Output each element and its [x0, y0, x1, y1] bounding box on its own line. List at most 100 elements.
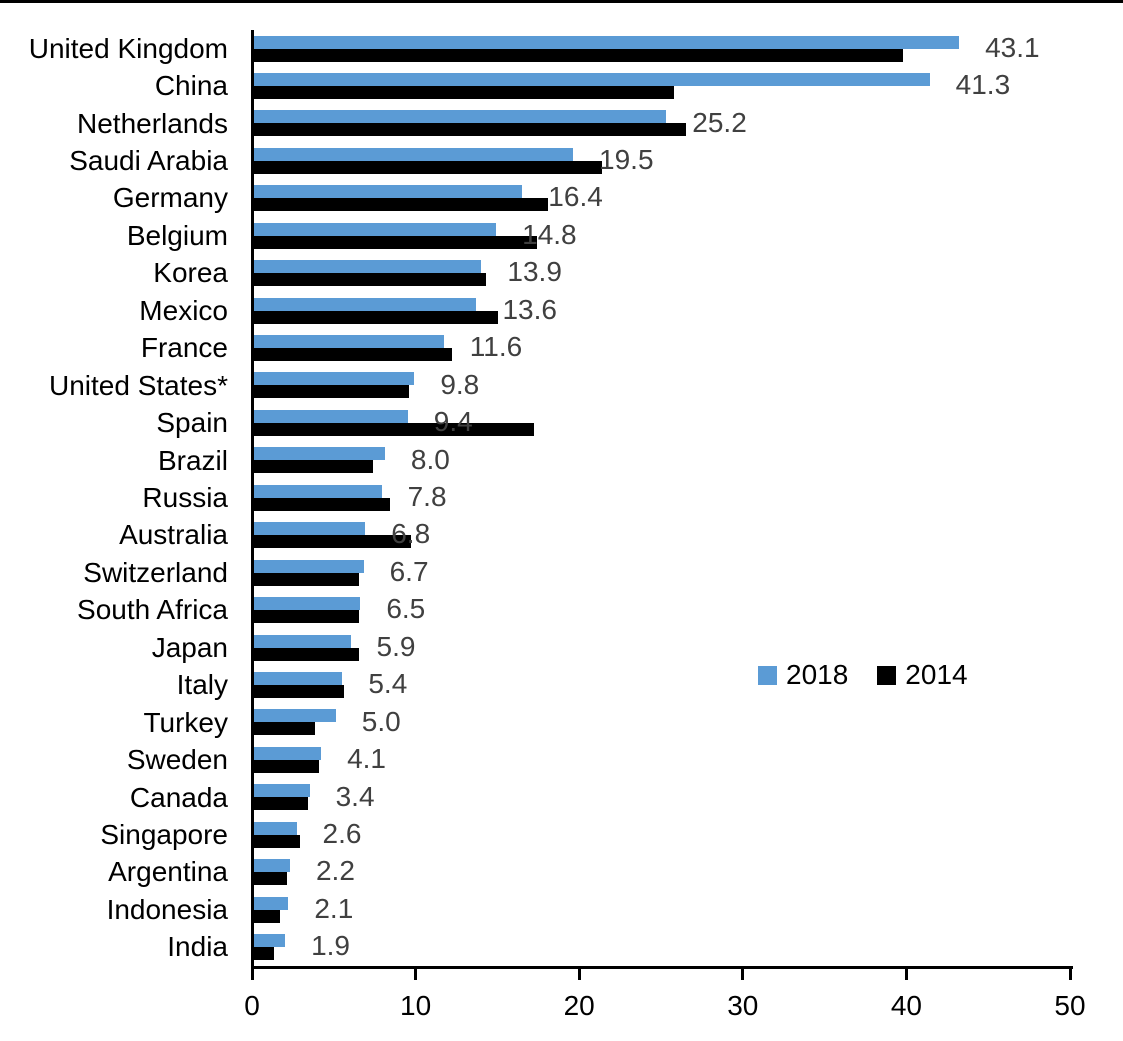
- bar-2018: [254, 559, 364, 573]
- value-label: 4.1: [347, 743, 386, 775]
- bar-2018: [254, 522, 366, 536]
- bar-2014: [254, 647, 359, 661]
- value-label: 43.1: [985, 31, 1040, 63]
- bar-2014: [254, 235, 538, 249]
- value-label: 5.4: [368, 668, 408, 700]
- x-axis-tick-30: [741, 966, 745, 980]
- bar-2014: [254, 48, 904, 62]
- category-label: Netherlands: [77, 107, 228, 139]
- category-label: Germany: [112, 182, 228, 214]
- category-label: Turkey: [143, 706, 228, 738]
- category-label: Brazil: [157, 444, 228, 476]
- value-label: 9.4: [433, 406, 473, 438]
- x-axis-tick-0: [250, 966, 254, 980]
- bar-2018: [254, 110, 667, 124]
- category-label: Mexico: [139, 294, 228, 326]
- bar-2018: [254, 222, 497, 236]
- figure-top-border: [0, 0, 1123, 3]
- category-label: Argentina: [108, 856, 228, 888]
- bar-2014: [254, 797, 308, 811]
- bar-2014: [254, 198, 549, 212]
- category-label: Switzerland: [83, 556, 228, 588]
- bar-2018: [254, 447, 385, 461]
- value-label: 5.9: [376, 630, 416, 662]
- bar-2018: [254, 784, 310, 798]
- bar-2018: [254, 859, 290, 873]
- x-axis-tick-label: 10: [400, 990, 432, 1021]
- value-label: 19.5: [599, 144, 654, 176]
- category-label: India: [167, 931, 228, 963]
- x-axis-tick-40: [904, 966, 908, 980]
- bar-2014: [254, 684, 344, 698]
- bar-2014: [254, 535, 412, 549]
- category-label: Italy: [176, 669, 228, 701]
- category-label: Korea: [153, 257, 228, 289]
- value-label: 6.8: [391, 518, 431, 550]
- bar-2014: [254, 160, 603, 174]
- bar-2014: [254, 572, 359, 586]
- bar-2018: [254, 484, 382, 498]
- value-label: 6.5: [386, 593, 426, 625]
- x-axis-tick-label: 20: [563, 990, 595, 1021]
- bar-2014: [254, 85, 675, 99]
- bar-2014: [254, 123, 686, 137]
- value-label: 7.8: [407, 481, 447, 512]
- value-label: 16.4: [548, 181, 603, 213]
- bar-2018: [254, 671, 343, 685]
- y-axis-line: [251, 30, 254, 969]
- category-label: Australia: [119, 519, 228, 551]
- category-label: Sweden: [126, 744, 228, 776]
- bar-2018: [254, 35, 960, 49]
- category-label: Belgium: [126, 219, 228, 251]
- bar-2014: [254, 872, 287, 886]
- bar-2018: [254, 72, 930, 86]
- value-label: 14.8: [522, 218, 577, 250]
- bar-2014: [254, 385, 410, 399]
- value-label: 11.6: [469, 331, 523, 363]
- bar-2014: [254, 947, 274, 961]
- bar-2014: [254, 497, 390, 511]
- x-axis-tick-label: 0: [244, 990, 260, 1021]
- bar-2014: [254, 610, 359, 624]
- category-label: France: [140, 332, 228, 364]
- x-axis-tick-50: [1068, 966, 1072, 980]
- legend-label: 2018: [786, 659, 849, 690]
- category-label: South Africa: [77, 594, 228, 626]
- bar-2014: [254, 348, 452, 362]
- value-label: 8.0: [410, 443, 450, 475]
- bar-2018: [254, 934, 286, 948]
- value-label: 9.8: [440, 368, 480, 400]
- bar-2014: [254, 422, 534, 436]
- bar-2018: [254, 896, 289, 910]
- bar-2014: [254, 909, 281, 923]
- x-axis-tick-20: [577, 966, 581, 980]
- legend-swatch-icon: [758, 665, 777, 685]
- legend-swatch-icon: [877, 665, 897, 685]
- bar-2014: [254, 722, 315, 736]
- category-label: Russia: [142, 482, 228, 513]
- bar-2018: [254, 185, 523, 199]
- bar-2014: [254, 834, 300, 848]
- category-label: Saudi Arabia: [69, 145, 228, 177]
- value-label: 2.6: [322, 817, 362, 849]
- bar-2014: [254, 460, 374, 474]
- value-label: 41.3: [955, 69, 1011, 101]
- bar-2018: [254, 746, 322, 760]
- category-label: United States*: [49, 369, 228, 401]
- value-label: 2.1: [314, 892, 354, 924]
- value-label: 13.6: [502, 293, 557, 325]
- category-label: Singapore: [100, 818, 228, 850]
- category-label: China: [154, 70, 228, 102]
- bar-2018: [254, 821, 297, 835]
- value-label: 13.9: [507, 256, 562, 288]
- bar-2018: [254, 297, 477, 311]
- x-axis-tick-label: 40: [890, 990, 922, 1021]
- x-axis-tick-label: 30: [727, 990, 759, 1021]
- bar-2014: [254, 273, 487, 287]
- x-axis-line: [251, 966, 1073, 969]
- category-label: Japan: [151, 631, 228, 663]
- bar-2018: [254, 409, 408, 423]
- bar-2018: [254, 147, 574, 161]
